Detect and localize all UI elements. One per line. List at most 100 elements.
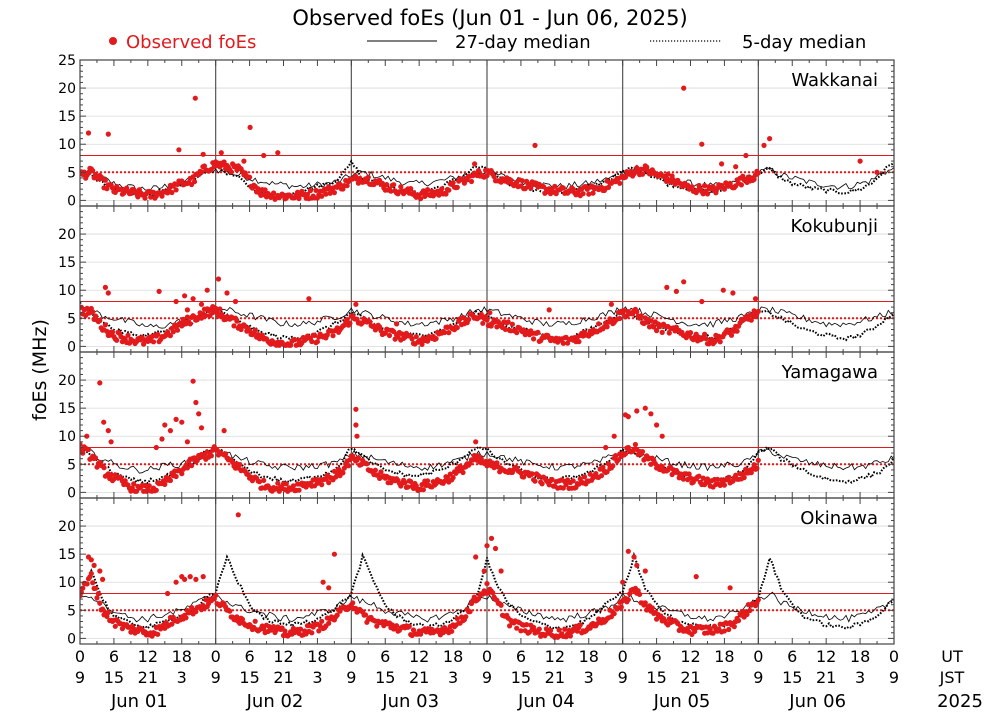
observed-point bbox=[531, 624, 537, 630]
observed-point bbox=[669, 173, 675, 179]
observed-point bbox=[283, 481, 289, 487]
observed-point bbox=[290, 483, 296, 489]
observed-point bbox=[235, 512, 241, 518]
plot-area bbox=[80, 378, 894, 494]
observed-point bbox=[156, 288, 162, 294]
observed-point bbox=[748, 317, 754, 323]
observed-point bbox=[631, 554, 637, 560]
observed-point bbox=[747, 607, 753, 614]
observed-point bbox=[454, 325, 460, 331]
observed-point bbox=[446, 330, 452, 336]
observed-point bbox=[104, 328, 110, 334]
observed-point bbox=[649, 605, 655, 611]
observed-point bbox=[576, 339, 582, 345]
observed-point bbox=[97, 568, 103, 574]
jst-tick-label: 21 bbox=[545, 668, 565, 687]
observed-point bbox=[353, 422, 359, 428]
observed-point bbox=[179, 419, 185, 425]
jst-tick-label: 21 bbox=[680, 668, 700, 687]
observed-point bbox=[532, 478, 538, 484]
observed-point bbox=[215, 276, 222, 282]
observed-point bbox=[402, 479, 408, 486]
jst-tick-label: 3 bbox=[719, 668, 729, 687]
observed-point bbox=[605, 184, 612, 190]
observed-point bbox=[648, 411, 654, 417]
observed-point bbox=[518, 628, 524, 634]
observed-point bbox=[184, 439, 190, 445]
observed-point bbox=[377, 324, 383, 330]
observed-point bbox=[170, 329, 176, 335]
observed-point bbox=[192, 95, 198, 101]
observed-point bbox=[648, 318, 654, 324]
observed-point bbox=[611, 611, 617, 617]
observed-point bbox=[221, 159, 227, 165]
y-tick-label: 10 bbox=[58, 429, 76, 445]
observed-point bbox=[608, 301, 615, 307]
station-name: Wakkanai bbox=[791, 70, 878, 91]
legend-median5-label: 5-day median bbox=[742, 32, 866, 53]
observed-point bbox=[726, 626, 732, 633]
observed-point bbox=[153, 444, 159, 451]
observed-point bbox=[418, 196, 424, 202]
observed-point bbox=[155, 631, 161, 637]
observed-point bbox=[101, 465, 107, 471]
observed-point bbox=[521, 474, 527, 480]
observed-point bbox=[733, 164, 739, 170]
observed-point bbox=[252, 327, 258, 333]
ut-tick-label: 0 bbox=[753, 647, 763, 666]
observed-point bbox=[374, 623, 380, 629]
observed-point bbox=[596, 321, 602, 327]
observed-point bbox=[169, 621, 175, 627]
y-tick-label: 10 bbox=[58, 575, 76, 591]
observed-point bbox=[104, 613, 110, 620]
observed-point bbox=[761, 142, 767, 148]
observed-point bbox=[282, 628, 288, 634]
observed-point bbox=[752, 296, 759, 302]
day-label: Jun 02 bbox=[246, 691, 304, 712]
legend-observed-label: Observed foEs bbox=[126, 32, 256, 53]
observed-point bbox=[433, 336, 439, 342]
observed-point bbox=[446, 187, 452, 193]
observed-point bbox=[193, 576, 199, 583]
observed-point bbox=[687, 330, 694, 336]
observed-point bbox=[386, 332, 393, 339]
observed-point bbox=[702, 183, 708, 189]
observed-point bbox=[644, 164, 650, 170]
observed-point bbox=[714, 476, 721, 482]
observed-point bbox=[189, 463, 195, 469]
observed-point bbox=[201, 163, 207, 169]
observed-point bbox=[642, 600, 648, 606]
observed-point bbox=[88, 570, 94, 577]
observed-point bbox=[162, 481, 168, 487]
observed-point bbox=[681, 279, 687, 285]
observed-point bbox=[704, 191, 711, 197]
observed-point bbox=[687, 475, 694, 481]
observed-point bbox=[176, 147, 182, 153]
observed-point bbox=[306, 296, 312, 302]
panel-kokubunji: 0 5 10 15 20 Kokubunji bbox=[58, 205, 895, 355]
observed-point bbox=[114, 337, 120, 343]
jst-tick-label: 15 bbox=[239, 668, 259, 687]
day-label: Jun 01 bbox=[110, 691, 168, 712]
ut-tick-label: 6 bbox=[109, 647, 119, 666]
observed-point bbox=[223, 451, 229, 457]
y-axis-label: foEs (MHz) bbox=[29, 319, 51, 421]
observed-point bbox=[535, 329, 541, 335]
observed-point bbox=[442, 329, 448, 336]
observed-point bbox=[625, 548, 631, 554]
observed-point bbox=[634, 562, 640, 569]
observed-point bbox=[355, 455, 361, 461]
observed-point bbox=[700, 475, 706, 481]
observed-point bbox=[543, 626, 550, 632]
ut-tick-label: 0 bbox=[482, 647, 492, 666]
observed-point bbox=[224, 290, 230, 296]
observed-point bbox=[420, 487, 426, 493]
observed-point bbox=[319, 482, 325, 488]
observed-point bbox=[590, 190, 596, 196]
observed-point bbox=[604, 324, 610, 330]
ut-label: UT bbox=[941, 647, 963, 666]
observed-point bbox=[696, 473, 702, 479]
y-tick-label: 15 bbox=[58, 255, 76, 271]
observed-point bbox=[498, 568, 504, 574]
